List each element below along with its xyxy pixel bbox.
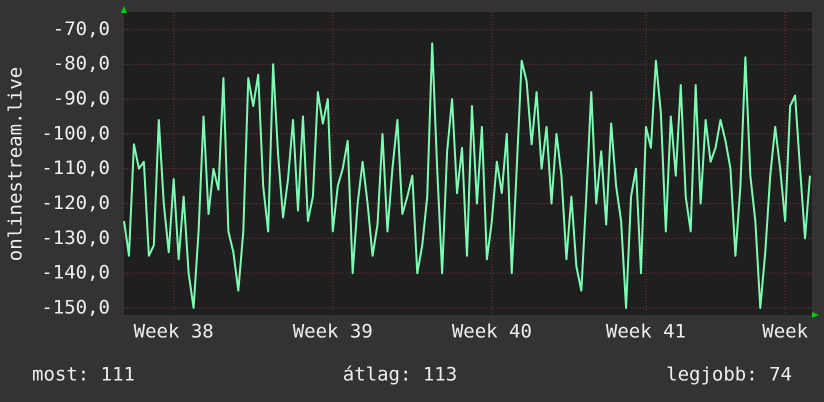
y-tick-label: -80,0: [53, 53, 110, 75]
footer-best: legjobb: 74: [666, 364, 792, 386]
y-tick-label: -120,0: [41, 192, 110, 214]
y-tick-label: -130,0: [41, 227, 110, 249]
y-tick-label: -110,0: [41, 157, 110, 179]
plot-area: [124, 12, 812, 315]
y-tick-label: -70,0: [53, 18, 110, 40]
marks-layer: [123, 42, 811, 310]
y-tick-label: -100,0: [41, 122, 110, 144]
y-tick-label: -150,0: [41, 297, 110, 319]
y-tick-label: -140,0: [41, 262, 110, 284]
x-tick-label: Week 40: [452, 321, 532, 343]
x-tick-label: Week 41: [606, 321, 686, 343]
x-axis-arrow: [812, 312, 819, 318]
x-tick-label: Week: [762, 321, 808, 343]
footer-average: átlag: 113: [343, 364, 457, 386]
x-tick-label: Week 39: [293, 321, 373, 343]
y-tick-label: -90,0: [53, 88, 110, 110]
y-axis-arrow: [121, 6, 127, 13]
x-tick-label: Week 38: [134, 321, 214, 343]
data-line: [123, 42, 811, 310]
y-axis-label: onlinestream.live: [5, 67, 27, 261]
footer-current: most: 111: [32, 364, 135, 386]
